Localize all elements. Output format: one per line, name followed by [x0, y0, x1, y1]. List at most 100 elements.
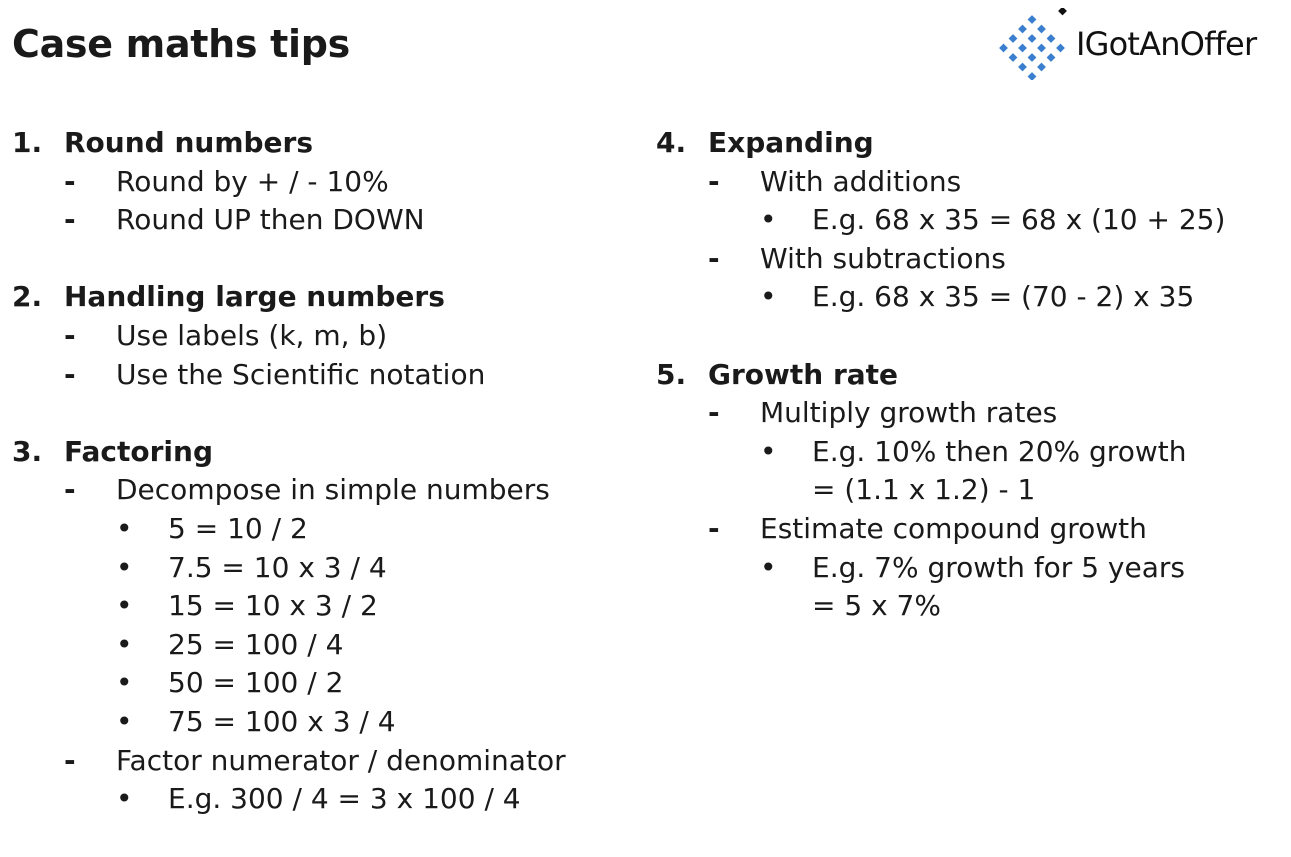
sub-list-item: • E.g. 10% then 20% growth	[656, 433, 1276, 472]
sub-list-item-text: E.g. 68 x 35 = 68 x (10 + 25)	[812, 203, 1226, 237]
section-number: 1.	[12, 126, 43, 159]
dash-marker: -	[64, 473, 76, 507]
section-number: 4.	[656, 126, 687, 159]
sub-list-item-text: 5 = 10 / 2	[168, 511, 308, 545]
sub-list-item-text: E.g. 7% growth for 5 years	[812, 550, 1185, 584]
igotanoffer-logo: IGotAnOffer	[996, 8, 1286, 80]
sub-list-item-continuation: = (1.1 x 1.2) - 1	[812, 473, 1036, 507]
bullet-marker: •	[116, 666, 133, 700]
sub-list-item-text: 50 = 100 / 2	[168, 666, 344, 700]
logo-tile	[1008, 34, 1018, 43]
sub-list-item: • 25 = 100 / 4	[12, 626, 632, 665]
left-column: 1. Round numbers - Round by + / - 10% - …	[12, 124, 632, 857]
dash-marker: -	[64, 164, 76, 198]
dash-marker: -	[64, 318, 76, 352]
list-item: - Use the Scientific notation	[12, 356, 632, 395]
bullet-marker: •	[116, 704, 133, 738]
bullet-marker: •	[760, 203, 777, 237]
list-item-text: Round UP then DOWN	[116, 203, 425, 237]
sub-list-item: • E.g. 7% growth for 5 years	[656, 549, 1276, 588]
section-number: 3.	[12, 434, 43, 468]
logo-tile	[1008, 53, 1018, 62]
dash-marker: -	[708, 511, 720, 545]
page-title: Case maths tips	[12, 22, 350, 66]
sub-list-item: • E.g. 68 x 35 = (70 - 2) x 35	[656, 278, 1276, 317]
logo-wordmark: IGotAnOffer	[1076, 25, 1257, 63]
section-heading: 5. Growth rate	[656, 356, 1276, 395]
section-title: Factoring	[64, 434, 213, 468]
list-item: - With additions	[656, 163, 1276, 202]
logo-tile	[1046, 53, 1056, 62]
list-item: - With subtractions	[656, 240, 1276, 279]
bullet-marker: •	[116, 782, 133, 816]
list-item-text: Use labels (k, m, b)	[116, 318, 388, 352]
bullet-marker: •	[116, 511, 133, 545]
list-item: - Round UP then DOWN	[12, 201, 632, 240]
logo-tile	[1037, 62, 1046, 72]
logo-tile	[1018, 43, 1027, 53]
logo-tile	[1027, 15, 1037, 24]
logo-tile	[1046, 34, 1056, 43]
bullet-marker: •	[116, 589, 133, 623]
section-heading: 3. Factoring	[12, 433, 632, 472]
dash-marker: -	[708, 241, 720, 275]
logo-accent-tile	[1058, 8, 1067, 16]
list-item: - Multiply growth rates	[656, 394, 1276, 433]
sub-list-item-text: E.g. 10% then 20% growth	[812, 434, 1187, 468]
list-item-text: Estimate compound growth	[760, 511, 1147, 545]
sub-list-item-continuation: = 5 x 7%	[812, 589, 941, 623]
sub-list-item-text: E.g. 300 / 4 = 3 x 100 / 4	[168, 782, 521, 816]
section-round-numbers: 1. Round numbers - Round by + / - 10% - …	[12, 124, 632, 240]
section-expanding: 4. Expanding - With additions • E.g. 68 …	[656, 124, 1276, 317]
section-heading: 1. Round numbers	[12, 124, 632, 163]
sub-list-item-text: 7.5 = 10 x 3 / 4	[168, 550, 387, 584]
list-item: - Use labels (k, m, b)	[12, 317, 632, 356]
sub-list-item: • E.g. 300 / 4 = 3 x 100 / 4	[12, 780, 632, 819]
dash-marker: -	[64, 203, 76, 237]
sub-list-item-text: 75 = 100 x 3 / 4	[168, 704, 396, 738]
logo-tile	[999, 43, 1008, 53]
bullet-marker: •	[760, 434, 777, 468]
dash-marker: -	[708, 396, 720, 430]
logo-tile	[1027, 34, 1037, 43]
sub-list-item: • 5 = 10 / 2	[12, 510, 632, 549]
logo-tile	[1027, 72, 1037, 80]
section-heading: 4. Expanding	[656, 124, 1276, 163]
sub-list-item: • E.g. 68 x 35 = 68 x (10 + 25)	[656, 201, 1276, 240]
dash-marker: -	[64, 357, 76, 391]
section-title: Expanding	[708, 126, 874, 159]
sub-list-item-text: E.g. 68 x 35 = (70 - 2) x 35	[812, 280, 1195, 314]
section-factoring: 3. Factoring - Decompose in simple numbe…	[12, 433, 632, 819]
sub-list-item: • 15 = 10 x 3 / 2	[12, 587, 632, 626]
diamond-grid-icon	[999, 8, 1067, 80]
logo-tile	[1037, 24, 1046, 34]
bullet-marker: •	[760, 550, 777, 584]
sub-list-item: • 50 = 100 / 2	[12, 664, 632, 703]
list-item: - Estimate compound growth	[656, 510, 1276, 549]
list-item-text: Use the Scientific notation	[116, 357, 486, 391]
section-number: 2.	[12, 280, 43, 314]
logo-tile	[1018, 24, 1027, 34]
logo-tile	[1056, 43, 1065, 53]
list-item-text: Round by + / - 10%	[116, 164, 389, 198]
sub-list-item: • 7.5 = 10 x 3 / 4	[12, 549, 632, 588]
section-handling-large-numbers: 2. Handling large numbers - Use labels (…	[12, 278, 632, 394]
list-item-text: With subtractions	[760, 241, 1006, 275]
sub-list-item-text: 15 = 10 x 3 / 2	[168, 589, 378, 623]
logo-tile	[1027, 53, 1037, 62]
section-heading: 2. Handling large numbers	[12, 278, 632, 317]
section-title: Growth rate	[708, 357, 899, 391]
list-item-text: Decompose in simple numbers	[116, 473, 550, 507]
dash-marker: -	[708, 164, 720, 198]
list-item-text: Factor numerator / denominator	[116, 743, 566, 777]
section-growth-rate: 5. Growth rate - Multiply growth rates •…	[656, 356, 1276, 626]
right-column: 4. Expanding - With additions • E.g. 68 …	[656, 124, 1276, 664]
list-item: - Decompose in simple numbers	[12, 471, 632, 510]
bullet-marker: •	[116, 550, 133, 584]
bullet-marker: •	[116, 627, 133, 661]
list-item: - Factor numerator / denominator	[12, 742, 632, 781]
list-item: - Round by + / - 10%	[12, 163, 632, 202]
dash-marker: -	[64, 743, 76, 777]
bullet-marker: •	[760, 280, 777, 314]
list-item-text: With additions	[760, 164, 962, 198]
